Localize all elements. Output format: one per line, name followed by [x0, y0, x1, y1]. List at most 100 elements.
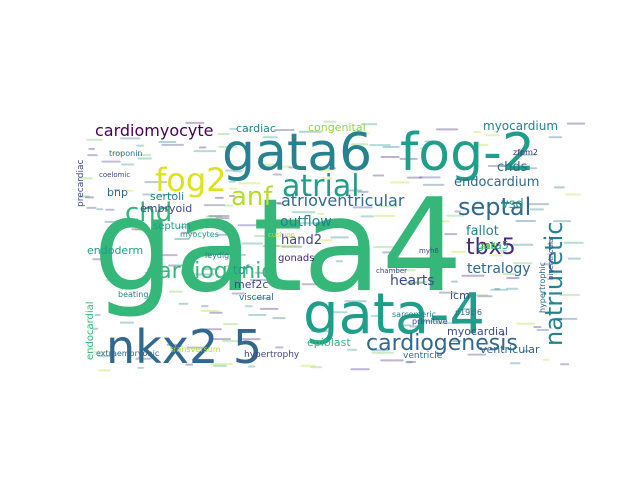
- tiny-word-mark: [98, 369, 111, 372]
- cloud-word: zfpm2: [513, 148, 538, 157]
- cloud-word: outflow: [280, 214, 332, 230]
- tiny-word-mark: [275, 165, 291, 168]
- tiny-word-mark: [111, 152, 125, 155]
- tiny-word-mark: [173, 344, 183, 347]
- tiny-word-mark: [88, 147, 96, 150]
- tiny-word-mark: [563, 241, 584, 244]
- cloud-word: endocardial: [85, 301, 96, 360]
- tiny-word-mark: [414, 265, 427, 268]
- tiny-word-mark: [218, 145, 238, 148]
- tiny-word-mark: [105, 279, 114, 282]
- tiny-word-mark: [454, 210, 461, 213]
- tiny-word-mark: [347, 348, 358, 351]
- cloud-word: sarcomeric: [392, 310, 436, 319]
- tiny-word-mark: [188, 255, 212, 258]
- tiny-word-mark: [565, 193, 581, 196]
- tiny-word-mark: [272, 317, 286, 320]
- tiny-word-mark: [154, 262, 163, 265]
- tiny-word-mark: [193, 150, 217, 153]
- tiny-word-mark: [444, 233, 458, 236]
- tiny-word-mark: [190, 229, 202, 232]
- cloud-word: myh6: [419, 247, 439, 255]
- tiny-word-mark: [166, 343, 179, 346]
- tiny-word-mark: [231, 292, 246, 295]
- tiny-word-mark: [86, 206, 97, 209]
- tiny-word-mark: [548, 136, 563, 139]
- tiny-word-mark: [137, 157, 152, 160]
- cloud-word: cardiogenesis: [366, 331, 518, 356]
- cloud-word: nkx2 5: [106, 320, 262, 374]
- tiny-word-mark: [229, 127, 237, 130]
- tiny-word-mark: [121, 163, 135, 166]
- cloud-word: chd: [125, 198, 172, 228]
- cloud-word: cardiac: [236, 122, 276, 135]
- tiny-word-mark: [487, 165, 508, 167]
- tiny-word-mark: [131, 228, 142, 231]
- tiny-word-mark: [241, 338, 261, 341]
- tiny-word-mark: [198, 146, 207, 149]
- tiny-word-mark: [553, 186, 565, 189]
- tiny-word-mark: [506, 287, 519, 290]
- tiny-word-mark: [370, 314, 384, 317]
- tiny-word-mark: [431, 220, 450, 223]
- tiny-word-mark: [357, 190, 369, 193]
- tiny-word-mark: [201, 268, 220, 270]
- tiny-word-mark: [208, 338, 231, 341]
- cloud-word: bnp: [107, 186, 128, 199]
- tiny-word-mark: [350, 368, 370, 371]
- cloud-word: extraembryonic: [96, 349, 159, 358]
- tiny-word-mark: [502, 273, 517, 275]
- tiny-word-mark: [262, 163, 282, 166]
- cloud-word: embryoid: [140, 202, 192, 215]
- cloud-word: gata4: [93, 172, 463, 321]
- tiny-word-mark: [312, 167, 336, 170]
- tiny-word-mark: [229, 187, 238, 190]
- cloud-word: natriuretic: [540, 222, 568, 346]
- tiny-word-mark: [94, 314, 101, 316]
- tiny-word-mark: [566, 122, 586, 125]
- tiny-word-mark: [298, 130, 322, 133]
- tiny-word-mark: [485, 134, 500, 137]
- cloud-word: gonads: [278, 253, 315, 264]
- tiny-word-mark: [406, 281, 424, 284]
- cloud-word: tetralogy: [467, 261, 531, 277]
- cloud-word: septum: [153, 221, 191, 232]
- tiny-word-mark: [204, 328, 222, 331]
- tiny-word-mark: [310, 366, 323, 369]
- tiny-word-mark: [254, 235, 266, 237]
- tiny-word-mark: [137, 366, 144, 369]
- small-word-filler: [78, 120, 586, 372]
- tiny-word-mark: [215, 217, 230, 220]
- tiny-word-mark: [253, 297, 271, 300]
- tiny-word-mark: [405, 361, 413, 364]
- tiny-word-mark: [393, 269, 416, 272]
- tiny-word-mark: [214, 196, 224, 199]
- tiny-word-mark: [185, 121, 205, 124]
- tiny-word-mark: [168, 290, 183, 293]
- tiny-word-mark: [335, 260, 343, 263]
- tiny-word-mark: [244, 305, 253, 308]
- tiny-word-mark: [178, 302, 189, 305]
- cloud-word: p19cl6: [455, 308, 482, 317]
- tiny-word-mark: [373, 246, 397, 249]
- tiny-word-mark: [360, 123, 378, 126]
- cloud-word: tof: [233, 263, 250, 277]
- tiny-word-mark: [473, 131, 481, 133]
- tiny-word-mark: [142, 193, 155, 196]
- tiny-word-mark: [136, 154, 152, 156]
- tiny-word-mark: [382, 146, 400, 148]
- cloud-word: endocardium: [454, 175, 539, 190]
- tiny-word-mark: [527, 203, 550, 206]
- tiny-word-mark: [97, 355, 111, 358]
- tiny-word-mark: [321, 177, 333, 180]
- tiny-word-mark: [439, 291, 457, 294]
- tiny-word-mark: [228, 195, 236, 197]
- cloud-word: leydig: [205, 251, 229, 260]
- tiny-word-mark: [477, 295, 493, 298]
- tiny-word-mark: [372, 174, 385, 177]
- tiny-word-mark: [221, 340, 240, 343]
- tiny-word-mark: [553, 220, 572, 223]
- tiny-word-mark: [510, 243, 534, 246]
- tiny-word-mark: [213, 364, 227, 367]
- tiny-word-mark: [489, 254, 503, 257]
